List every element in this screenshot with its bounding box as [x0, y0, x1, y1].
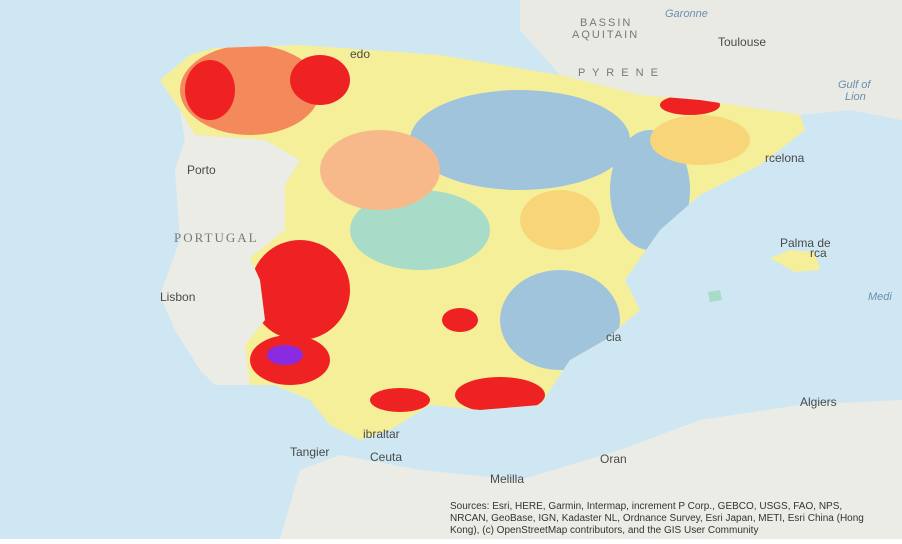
place-label: Lisbon: [160, 290, 195, 304]
attribution: Kong), (c) OpenStreetMap contributors, a…: [450, 525, 758, 536]
place-label: AQUITAIN: [572, 29, 639, 41]
mallorca: [770, 250, 820, 272]
place-label: rcelona: [765, 151, 805, 165]
place-label: Melilla: [490, 472, 524, 486]
river-label: Garonne: [665, 8, 708, 20]
sea-label: Gulf of: [838, 79, 871, 91]
place-label: Algiers: [800, 395, 837, 409]
place-label: Porto: [187, 163, 216, 177]
attribution: Sources: Esri, HERE, Garmin, Intermap, i…: [450, 501, 842, 512]
country-label: PORTUGAL: [174, 230, 259, 245]
ibiza: [708, 290, 722, 302]
place-label: rca: [810, 246, 827, 260]
place-label: edo: [350, 47, 370, 61]
place-label: cia: [606, 330, 622, 344]
place-label: BASSIN: [580, 17, 632, 29]
sea-label: Lion: [845, 91, 866, 103]
place-label: Palma de: [780, 236, 831, 250]
place-label: Ceuta: [370, 450, 402, 464]
place-label: P Y R E N E: [578, 67, 660, 79]
place-label: Tangier: [290, 445, 329, 459]
place-label: Oran: [600, 452, 627, 466]
portugal-land: [160, 110, 300, 385]
africa-land: [280, 400, 902, 539]
sea-label: Medi: [868, 291, 892, 303]
attribution: NRCAN, GeoBase, IGN, Kadaster NL, Ordnan…: [450, 513, 864, 524]
france-land: [520, 0, 902, 120]
place-label: ibraltar: [363, 427, 400, 441]
place-label: Toulouse: [718, 35, 766, 49]
